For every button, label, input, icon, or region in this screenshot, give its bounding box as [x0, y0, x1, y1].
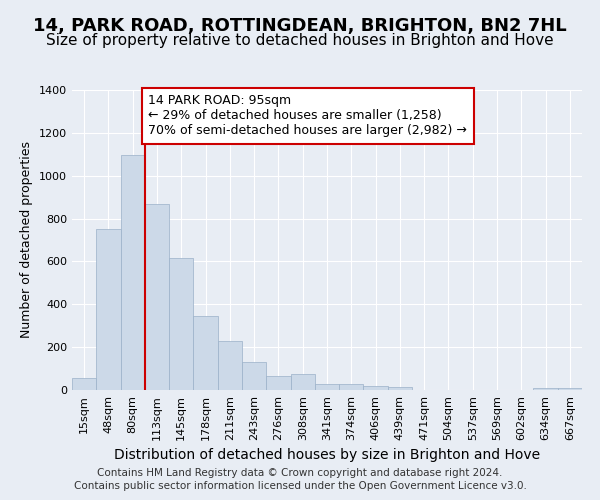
Bar — [266, 376, 290, 390]
Text: Contains HM Land Registry data © Crown copyright and database right 2024.: Contains HM Land Registry data © Crown c… — [97, 468, 503, 477]
X-axis label: Distribution of detached houses by size in Brighton and Hove: Distribution of detached houses by size … — [114, 448, 540, 462]
Bar — [242, 362, 266, 390]
Bar — [533, 388, 558, 390]
Bar — [121, 156, 145, 390]
Y-axis label: Number of detached properties: Number of detached properties — [20, 142, 34, 338]
Bar — [339, 384, 364, 390]
Text: Size of property relative to detached houses in Brighton and Hove: Size of property relative to detached ho… — [46, 32, 554, 48]
Text: 14, PARK ROAD, ROTTINGDEAN, BRIGHTON, BN2 7HL: 14, PARK ROAD, ROTTINGDEAN, BRIGHTON, BN… — [33, 18, 567, 36]
Bar — [364, 386, 388, 390]
Bar — [558, 388, 582, 390]
Bar — [193, 316, 218, 390]
Bar — [315, 384, 339, 390]
Text: 14 PARK ROAD: 95sqm
← 29% of detached houses are smaller (1,258)
70% of semi-det: 14 PARK ROAD: 95sqm ← 29% of detached ho… — [149, 94, 467, 138]
Bar — [388, 387, 412, 390]
Bar — [145, 204, 169, 390]
Bar — [218, 341, 242, 390]
Bar — [290, 374, 315, 390]
Text: Contains public sector information licensed under the Open Government Licence v3: Contains public sector information licen… — [74, 481, 526, 491]
Bar — [169, 258, 193, 390]
Bar — [72, 378, 96, 390]
Bar — [96, 230, 121, 390]
